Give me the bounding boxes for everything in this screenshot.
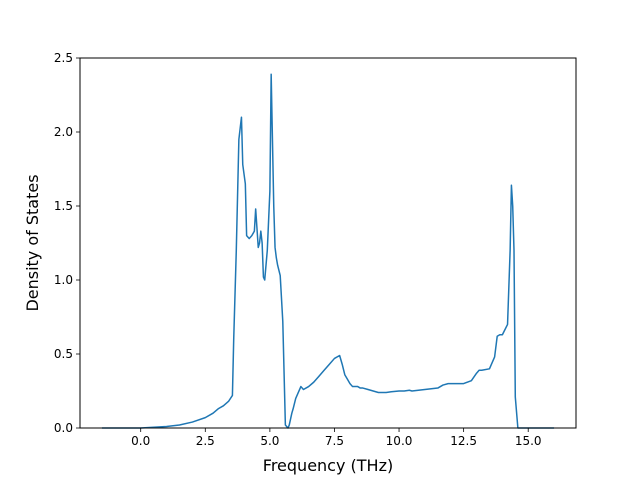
y-tick-label: 1.5	[54, 199, 73, 213]
y-tick-label: 2.5	[54, 51, 73, 65]
plot-frame	[79, 57, 577, 429]
y-tick-label: 2.0	[54, 125, 73, 139]
x-tick-label: 2.5	[196, 434, 215, 448]
x-tick-label: 10.0	[386, 434, 413, 448]
plot-area	[80, 58, 576, 428]
y-tick-label: 1.0	[54, 273, 73, 287]
x-tick-label: 7.5	[325, 434, 344, 448]
y-axis-label: Density of States	[23, 174, 42, 311]
x-tick-label: 15.0	[515, 434, 542, 448]
data-layer	[101, 73, 555, 429]
series-line-0	[101, 73, 555, 429]
y-tick-label: 0.0	[54, 421, 73, 435]
x-axis-ticks: 0.0 2.5 5.0 7.5 10.0 12.5 15.0	[131, 428, 542, 448]
x-axis-label: Frequency (THz)	[263, 456, 393, 475]
y-tick-label: 0.5	[54, 347, 73, 361]
x-tick-label: 5.0	[260, 434, 279, 448]
y-axis-ticks: 0.0 0.5 1.0 1.5 2.0 2.5	[54, 51, 80, 435]
x-tick-label: 0.0	[131, 434, 150, 448]
x-tick-label: 12.5	[450, 434, 477, 448]
